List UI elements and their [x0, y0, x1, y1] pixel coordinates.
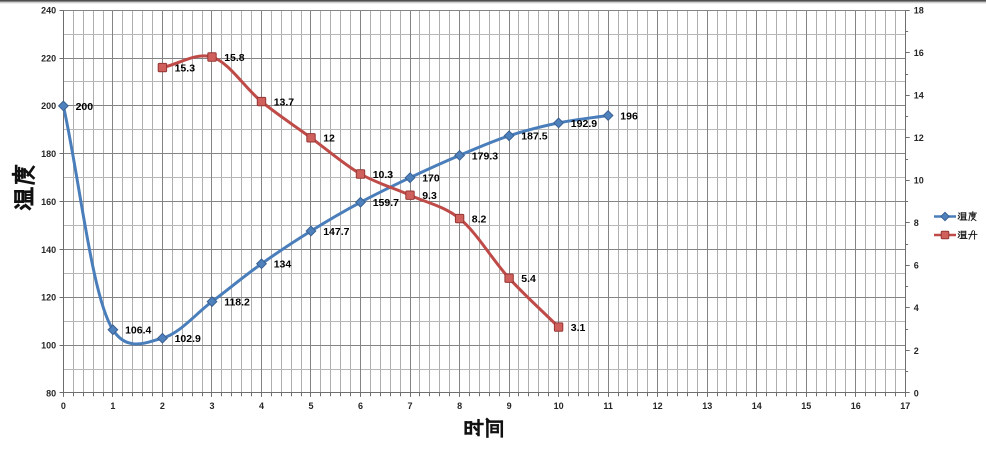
svg-text:187.5: 187.5	[521, 131, 547, 143]
svg-text:3.1: 3.1	[571, 322, 586, 334]
svg-text:10: 10	[914, 176, 924, 186]
svg-text:8: 8	[457, 401, 462, 411]
svg-text:9: 9	[507, 401, 512, 411]
svg-text:9.3: 9.3	[422, 190, 437, 202]
svg-text:170: 170	[422, 173, 440, 185]
svg-text:17: 17	[900, 401, 910, 411]
svg-text:15.3: 15.3	[175, 63, 196, 75]
svg-text:4: 4	[259, 401, 264, 411]
svg-text:4: 4	[914, 303, 919, 313]
svg-text:12: 12	[914, 133, 924, 143]
svg-text:16: 16	[851, 401, 861, 411]
svg-text:15.8: 15.8	[224, 52, 245, 64]
svg-text:3: 3	[209, 401, 214, 411]
svg-text:80: 80	[46, 388, 56, 398]
svg-text:10: 10	[554, 401, 564, 411]
svg-text:147.7: 147.7	[323, 226, 349, 238]
svg-text:196: 196	[620, 110, 638, 122]
svg-text:0: 0	[914, 388, 919, 398]
svg-text:179.3: 179.3	[472, 150, 498, 162]
svg-text:0: 0	[61, 401, 66, 411]
svg-text:160: 160	[41, 197, 56, 207]
svg-text:2: 2	[914, 346, 919, 356]
svg-text:200: 200	[76, 101, 94, 113]
svg-text:8.2: 8.2	[472, 214, 487, 226]
svg-text:2: 2	[160, 401, 165, 411]
svg-text:100: 100	[41, 340, 56, 350]
svg-text:1: 1	[110, 401, 115, 411]
svg-text:159.7: 159.7	[373, 197, 399, 209]
svg-text:13: 13	[702, 401, 712, 411]
svg-text:6: 6	[358, 401, 363, 411]
svg-text:106.4: 106.4	[125, 325, 151, 337]
svg-text:5.4: 5.4	[521, 273, 536, 285]
svg-text:120: 120	[41, 293, 56, 303]
svg-text:11: 11	[603, 401, 613, 411]
svg-text:192.9: 192.9	[571, 118, 597, 130]
svg-text:12: 12	[653, 401, 663, 411]
svg-text:16: 16	[914, 48, 924, 58]
svg-text:14: 14	[752, 401, 762, 411]
svg-text:5: 5	[308, 401, 313, 411]
svg-text:134: 134	[274, 259, 292, 271]
svg-text:118.2: 118.2	[224, 297, 250, 309]
svg-text:18: 18	[914, 6, 924, 16]
svg-text:14: 14	[914, 91, 924, 101]
svg-text:180: 180	[41, 149, 56, 159]
svg-text:240: 240	[41, 6, 56, 16]
svg-text:220: 220	[41, 53, 56, 63]
svg-text:15: 15	[801, 401, 811, 411]
svg-text:10.3: 10.3	[373, 169, 394, 181]
svg-text:12: 12	[323, 133, 335, 145]
svg-text:200: 200	[41, 101, 56, 111]
svg-text:7: 7	[407, 401, 412, 411]
svg-text:140: 140	[41, 245, 56, 255]
svg-text:13.7: 13.7	[274, 97, 295, 109]
svg-text:102.9: 102.9	[175, 333, 201, 345]
svg-text:6: 6	[914, 261, 919, 271]
svg-text:8: 8	[914, 218, 919, 228]
